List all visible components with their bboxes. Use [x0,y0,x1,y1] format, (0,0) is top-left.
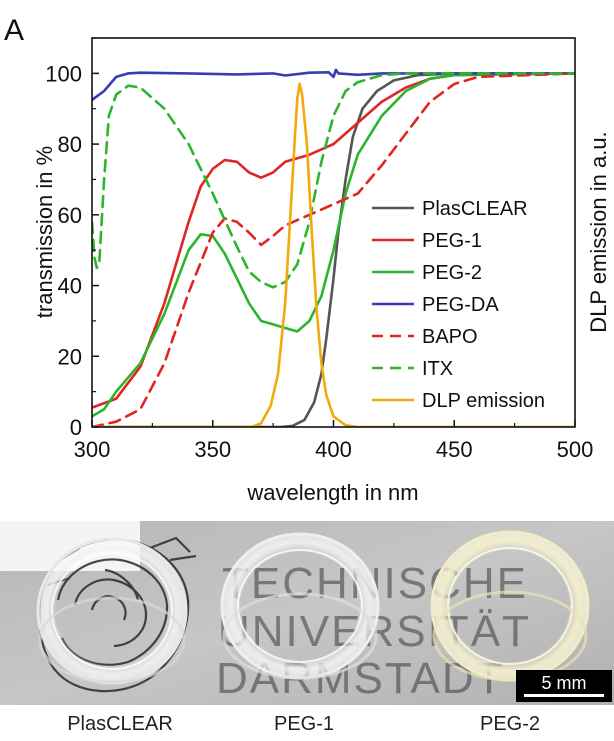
legend-label-plasclear: PlasCLEAR [422,198,528,220]
x-tick-label: 400 [315,437,352,462]
ring-peg-2 [430,530,590,682]
series-line-peg-1 [92,72,575,409]
sample-photo: TECHNISCHE UNIVERSITÄT DARMSTADT [0,521,614,705]
y-tick-label: 0 [70,415,82,440]
ring-plasclear [36,537,188,685]
y-tick-label: 80 [58,132,82,157]
x-tick-label: 450 [436,437,473,462]
series-line-peg-2 [92,72,575,418]
scale-bar-label: 5 mm [542,673,587,693]
series-layer [92,68,575,427]
panel-a-letter: A [4,14,24,47]
y-tick-label: 40 [58,274,82,299]
scale-bar: 5 mm [516,670,612,702]
legend-label-peg-1: PEG-1 [422,230,482,252]
ticks-layer: 300 350 400 450 500 0 20 40 60 80 100 [45,37,594,462]
legend-label-bapo: BAPO [422,326,478,348]
photo-label-peg-2: PEG-2 [480,713,540,735]
x-tick-label: 350 [194,437,231,462]
y-tick-label: 60 [58,203,82,228]
y-tick-label: 100 [45,61,82,86]
series-line-bapo [92,72,575,427]
series-line-dlp-emission [92,82,575,427]
photo-label-peg-1: PEG-1 [274,713,334,735]
legend: PlasCLEAR PEG-1 PEG-2 PEG-DA BAPO ITX DLP emis… [372,198,545,412]
series-line-itx [92,72,575,289]
y2-axis-label: DLP emission in a.u. [586,131,611,332]
legend-label-peg-2: PEG-2 [422,262,482,284]
x-axis-label: wavelength in nm [246,480,418,505]
x-tick-label: 500 [557,437,594,462]
photo-label-plasclear: PlasCLEAR [67,713,173,735]
series-line-plasclear [92,72,575,427]
y-axis-label: transmission in % [32,146,57,318]
x-tick-label: 300 [74,437,111,462]
y-tick-label: 20 [58,344,82,369]
legend-label-dlp-emission: DLP emission [422,390,545,412]
legend-label-itx: ITX [422,358,453,380]
legend-label-peg-da: PEG-DA [422,294,499,316]
plot-frame [91,37,576,428]
ring-peg-1 [220,532,380,680]
series-line-peg-da [92,68,575,102]
